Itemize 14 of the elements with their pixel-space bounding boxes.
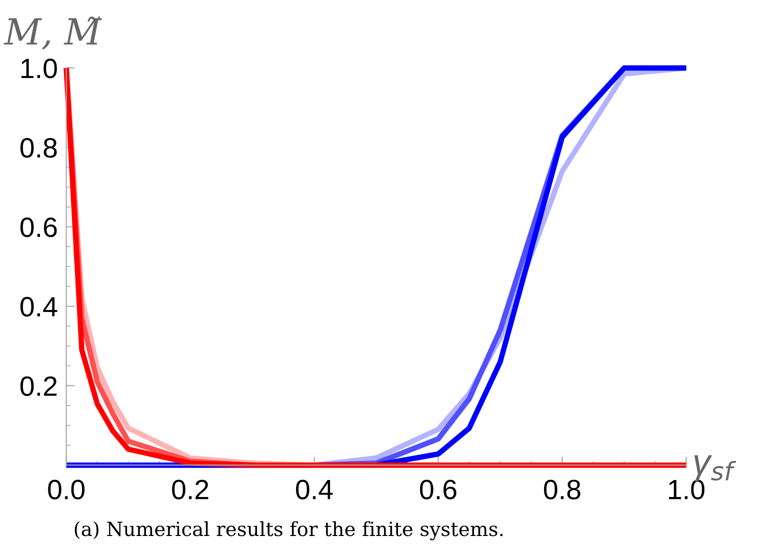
x-tick-label: 0.6 bbox=[420, 480, 456, 500]
x-tick-label: 0.4 bbox=[296, 480, 333, 500]
x-tick-label: 0.2 bbox=[172, 480, 208, 500]
y-axis-title: M, M̃ bbox=[4, 16, 102, 50]
x-tick-label: 0.0 bbox=[48, 480, 85, 500]
x-axis-title: γ$_{sf}$ bbox=[694, 455, 736, 482]
x-tick-label: 0.8 bbox=[544, 480, 580, 500]
x-tick-label: 1.0 bbox=[669, 480, 704, 500]
y-tick-label: 0.2 bbox=[20, 376, 57, 396]
y-tick-label: 0.4 bbox=[20, 296, 58, 317]
y-tick-label: 0.6 bbox=[20, 217, 57, 238]
y-tick-label: 1.0 bbox=[21, 58, 57, 78]
y-tick-label: 0.8 bbox=[20, 138, 57, 158]
text: (a) Numerical results for the finite systems. bbox=[74, 521, 503, 540]
